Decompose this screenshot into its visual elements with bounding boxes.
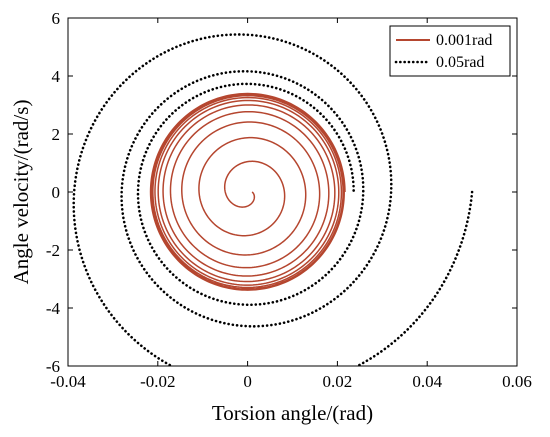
axes-frame bbox=[67, 17, 518, 367]
legend-label-0.05rad: 0.05rad bbox=[436, 54, 484, 71]
x-axis-title: Torsion angle/(rad) bbox=[212, 401, 373, 425]
series-line-0.05rad bbox=[72, 33, 474, 366]
series-line-0.001rad bbox=[149, 92, 346, 291]
y-tick-label: 6 bbox=[52, 9, 61, 28]
y-tick-label: -4 bbox=[46, 299, 61, 318]
x-tick-label: 0.06 bbox=[502, 372, 532, 391]
x-tick-label: -0.04 bbox=[50, 372, 86, 391]
y-tick-label: 2 bbox=[52, 125, 61, 144]
y-axis-title: Angle velocity/(rad/s) bbox=[9, 100, 33, 285]
x-tick-label: -0.02 bbox=[140, 372, 175, 391]
legend-label-0.001rad: 0.001rad bbox=[436, 32, 492, 49]
legend-box bbox=[389, 25, 511, 77]
y-tick-label: -6 bbox=[46, 357, 60, 376]
x-axis-ticks: -0.04 -0.02 0 0.02 0.04 0.06 bbox=[50, 18, 532, 391]
plot-area bbox=[72, 33, 474, 366]
x-tick-label: 0.04 bbox=[412, 372, 442, 391]
y-tick-label: -2 bbox=[46, 241, 60, 260]
y-tick-label: 4 bbox=[52, 67, 61, 86]
x-tick-label: 0 bbox=[243, 372, 252, 391]
legend: 0.001rad 0.05rad bbox=[389, 25, 511, 77]
y-tick-label: 0 bbox=[52, 183, 61, 202]
x-tick-label: 0.02 bbox=[323, 372, 353, 391]
